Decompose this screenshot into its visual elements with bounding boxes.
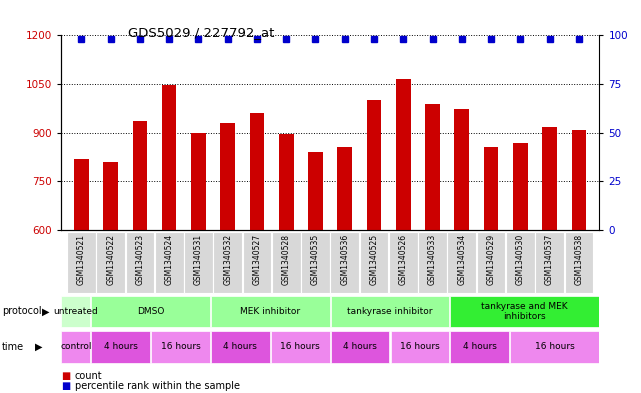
- Text: 4 hours: 4 hours: [104, 342, 138, 351]
- Text: ■: ■: [61, 371, 70, 382]
- Bar: [133, 121, 147, 230]
- Text: GSM1340535: GSM1340535: [311, 234, 320, 285]
- Bar: [103, 162, 118, 230]
- Text: protocol: protocol: [2, 307, 42, 316]
- FancyBboxPatch shape: [330, 232, 359, 293]
- Text: GSM1340522: GSM1340522: [106, 234, 115, 285]
- FancyBboxPatch shape: [96, 232, 125, 293]
- Text: ▶: ▶: [35, 342, 43, 352]
- Text: GSM1340521: GSM1340521: [77, 234, 86, 285]
- Bar: [367, 100, 381, 230]
- Bar: [454, 109, 469, 230]
- Text: 16 hours: 16 hours: [161, 342, 201, 351]
- Bar: [396, 79, 411, 230]
- Text: 16 hours: 16 hours: [535, 342, 574, 351]
- Text: control: control: [60, 342, 92, 351]
- Bar: [572, 130, 586, 230]
- Text: GSM1340524: GSM1340524: [165, 234, 174, 285]
- Bar: [425, 104, 440, 230]
- Text: GSM1340538: GSM1340538: [574, 234, 583, 285]
- Text: tankyrase and MEK
inhibitors: tankyrase and MEK inhibitors: [481, 302, 568, 321]
- FancyBboxPatch shape: [331, 331, 389, 362]
- FancyBboxPatch shape: [243, 232, 271, 293]
- Text: GSM1340525: GSM1340525: [369, 234, 378, 285]
- FancyBboxPatch shape: [301, 232, 330, 293]
- Text: untreated: untreated: [53, 307, 98, 316]
- FancyBboxPatch shape: [447, 232, 476, 293]
- FancyBboxPatch shape: [211, 331, 270, 362]
- Bar: [249, 113, 264, 230]
- Text: GSM1340534: GSM1340534: [457, 234, 466, 285]
- FancyBboxPatch shape: [211, 296, 329, 327]
- FancyBboxPatch shape: [271, 331, 329, 362]
- FancyBboxPatch shape: [126, 232, 154, 293]
- FancyBboxPatch shape: [506, 232, 535, 293]
- Bar: [279, 134, 294, 230]
- Text: 4 hours: 4 hours: [343, 342, 377, 351]
- FancyBboxPatch shape: [92, 296, 210, 327]
- Bar: [337, 147, 352, 230]
- Text: ▶: ▶: [42, 307, 50, 316]
- FancyBboxPatch shape: [451, 331, 509, 362]
- Text: GSM1340532: GSM1340532: [223, 234, 232, 285]
- FancyBboxPatch shape: [418, 232, 447, 293]
- Text: tankyrase inhibitor: tankyrase inhibitor: [347, 307, 433, 316]
- FancyBboxPatch shape: [184, 232, 213, 293]
- Text: GSM1340526: GSM1340526: [399, 234, 408, 285]
- Bar: [191, 133, 206, 230]
- FancyBboxPatch shape: [213, 232, 242, 293]
- FancyBboxPatch shape: [62, 296, 90, 327]
- FancyBboxPatch shape: [390, 331, 449, 362]
- FancyBboxPatch shape: [565, 232, 593, 293]
- FancyBboxPatch shape: [151, 331, 210, 362]
- Text: 16 hours: 16 hours: [280, 342, 320, 351]
- Text: time: time: [2, 342, 24, 352]
- Bar: [74, 158, 88, 230]
- FancyBboxPatch shape: [272, 232, 301, 293]
- FancyBboxPatch shape: [331, 296, 449, 327]
- FancyBboxPatch shape: [92, 331, 150, 362]
- Bar: [484, 147, 499, 230]
- Text: GSM1340536: GSM1340536: [340, 234, 349, 285]
- Text: DMSO: DMSO: [137, 307, 164, 316]
- Text: GSM1340533: GSM1340533: [428, 234, 437, 285]
- Text: 4 hours: 4 hours: [463, 342, 497, 351]
- FancyBboxPatch shape: [155, 232, 183, 293]
- Text: GSM1340529: GSM1340529: [487, 234, 495, 285]
- Text: ■: ■: [61, 381, 70, 391]
- Bar: [162, 84, 176, 230]
- FancyBboxPatch shape: [535, 232, 564, 293]
- Text: 4 hours: 4 hours: [224, 342, 257, 351]
- FancyBboxPatch shape: [510, 331, 599, 362]
- Text: GSM1340537: GSM1340537: [545, 234, 554, 285]
- Bar: [513, 143, 528, 230]
- FancyBboxPatch shape: [67, 232, 96, 293]
- Text: GSM1340530: GSM1340530: [516, 234, 525, 285]
- Text: GDS5029 / 227792_at: GDS5029 / 227792_at: [128, 26, 274, 39]
- Bar: [308, 152, 323, 230]
- Text: percentile rank within the sample: percentile rank within the sample: [75, 381, 240, 391]
- Bar: [542, 127, 557, 230]
- Text: GSM1340531: GSM1340531: [194, 234, 203, 285]
- Text: count: count: [75, 371, 103, 382]
- Text: GSM1340523: GSM1340523: [135, 234, 144, 285]
- FancyBboxPatch shape: [360, 232, 388, 293]
- Text: MEK inhibitor: MEK inhibitor: [240, 307, 301, 316]
- Bar: [221, 123, 235, 230]
- Text: GSM1340528: GSM1340528: [282, 234, 291, 285]
- FancyBboxPatch shape: [477, 232, 505, 293]
- Text: GSM1340527: GSM1340527: [253, 234, 262, 285]
- FancyBboxPatch shape: [389, 232, 418, 293]
- FancyBboxPatch shape: [451, 296, 599, 327]
- Text: 16 hours: 16 hours: [400, 342, 440, 351]
- FancyBboxPatch shape: [62, 331, 90, 362]
